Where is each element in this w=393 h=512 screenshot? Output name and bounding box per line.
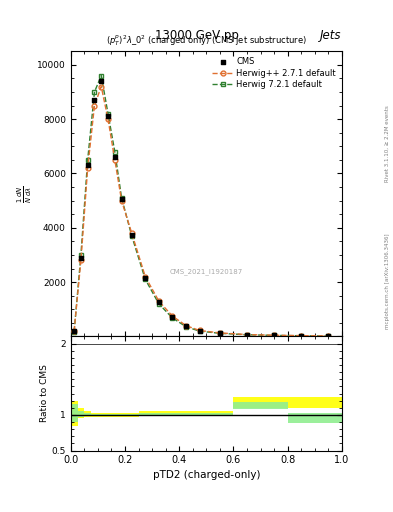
Herwig++ 2.7.1 default (99, 83, 104, 90)
Herwig++ 2.7.1 default (119, 198, 124, 204)
Y-axis label: Ratio to CMS: Ratio to CMS (40, 365, 49, 422)
Legend: CMS, Herwig++ 2.7.1 default, Herwig 7.2.1 default: CMS, Herwig++ 2.7.1 default, Herwig 7.2.… (211, 55, 338, 91)
Herwig 7.2.1 default (170, 315, 175, 321)
CMS (71, 327, 77, 335)
Herwig 7.2.1 default (79, 252, 83, 258)
Herwig++ 2.7.1 default (244, 331, 249, 337)
Herwig++ 2.7.1 default (326, 333, 331, 339)
Herwig 7.2.1 default (143, 276, 148, 283)
Herwig++ 2.7.1 default (272, 332, 276, 338)
CMS (112, 153, 118, 161)
Text: Rivet 3.1.10, ≥ 2.2M events: Rivet 3.1.10, ≥ 2.2M events (385, 105, 390, 182)
Herwig 7.2.1 default (272, 332, 276, 338)
X-axis label: pTD2 (charged-only): pTD2 (charged-only) (152, 470, 260, 480)
CMS (84, 161, 91, 169)
Herwig++ 2.7.1 default (156, 298, 161, 304)
Herwig 7.2.1 default (99, 73, 104, 79)
Herwig++ 2.7.1 default (79, 258, 83, 264)
Herwig++ 2.7.1 default (72, 328, 77, 334)
Herwig 7.2.1 default (112, 148, 117, 155)
Herwig++ 2.7.1 default (85, 165, 90, 171)
CMS (118, 195, 125, 203)
Herwig 7.2.1 default (184, 324, 188, 330)
Herwig++ 2.7.1 default (218, 330, 222, 336)
CMS (105, 112, 111, 120)
CMS (183, 322, 189, 330)
CMS (91, 96, 97, 104)
Herwig 7.2.1 default (129, 233, 134, 239)
Herwig 7.2.1 default (85, 157, 90, 163)
Text: CMS_2021_I1920187: CMS_2021_I1920187 (170, 269, 243, 275)
Herwig 7.2.1 default (92, 89, 97, 95)
Herwig 7.2.1 default (106, 111, 110, 117)
Text: 13000 GeV pp: 13000 GeV pp (154, 29, 239, 42)
CMS (298, 332, 304, 340)
CMS (271, 331, 277, 339)
Text: mcplots.cern.ch [arXiv:1306.3436]: mcplots.cern.ch [arXiv:1306.3436] (385, 234, 390, 329)
Herwig 7.2.1 default (218, 330, 222, 336)
Herwig++ 2.7.1 default (184, 323, 188, 329)
Herwig 7.2.1 default (197, 328, 202, 334)
Herwig++ 2.7.1 default (143, 273, 148, 280)
CMS (169, 313, 176, 321)
Herwig++ 2.7.1 default (197, 327, 202, 333)
Herwig 7.2.1 default (299, 333, 303, 339)
CMS (98, 77, 105, 85)
Text: $(p_T^p)^2\lambda\_0^2$ (charged only) (CMS jet substructure): $(p_T^p)^2\lambda\_0^2$ (charged only) (… (106, 33, 307, 48)
Y-axis label: $\frac{1}{N}\frac{dN}{d\lambda}$: $\frac{1}{N}\frac{dN}{d\lambda}$ (16, 185, 34, 203)
Herwig++ 2.7.1 default (299, 333, 303, 339)
Herwig++ 2.7.1 default (92, 102, 97, 109)
Herwig++ 2.7.1 default (129, 230, 134, 237)
CMS (217, 329, 223, 337)
Line: Herwig++ 2.7.1 default: Herwig++ 2.7.1 default (72, 84, 331, 338)
Herwig 7.2.1 default (72, 329, 77, 335)
CMS (129, 230, 135, 239)
CMS (325, 332, 331, 340)
CMS (78, 253, 84, 262)
Herwig++ 2.7.1 default (106, 116, 110, 122)
Herwig 7.2.1 default (326, 333, 331, 339)
Herwig++ 2.7.1 default (170, 313, 175, 319)
CMS (142, 274, 149, 282)
CMS (156, 298, 162, 307)
Herwig 7.2.1 default (156, 301, 161, 307)
Herwig++ 2.7.1 default (112, 157, 117, 163)
Text: Jets: Jets (320, 29, 342, 42)
Herwig 7.2.1 default (119, 195, 124, 201)
Line: Herwig 7.2.1 default: Herwig 7.2.1 default (72, 73, 331, 338)
CMS (244, 331, 250, 339)
CMS (196, 327, 203, 335)
Herwig 7.2.1 default (244, 332, 249, 338)
